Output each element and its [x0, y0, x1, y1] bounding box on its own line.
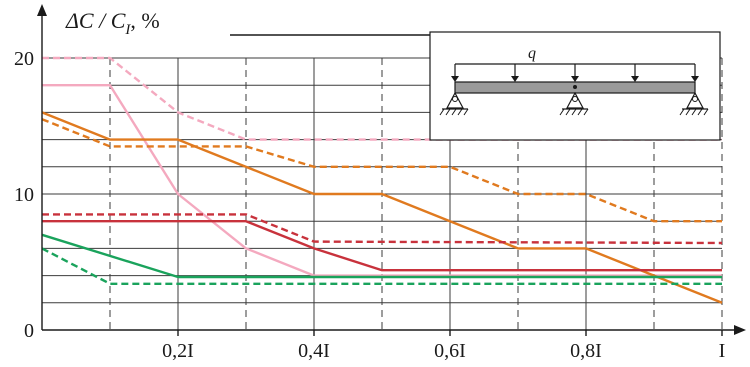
support-hatch: [679, 108, 709, 116]
y-axis-arrow: [37, 4, 47, 16]
axes: [37, 4, 746, 335]
chart-title: ΔC / CI, %: [60, 4, 430, 38]
load-label: q: [528, 45, 536, 62]
support-hinge: [692, 96, 698, 102]
x-axis-arrow: [734, 325, 746, 335]
y-tick-label: 20: [14, 48, 34, 70]
load-arrowhead: [451, 76, 459, 82]
series-line-8: [41, 247, 722, 285]
series-line-7: [41, 233, 722, 279]
title-delta-c: ΔC / C: [65, 8, 126, 33]
y-tick-label: 10: [14, 184, 34, 206]
series-line-6: [42, 219, 722, 272]
tick-labels: 0,2I 0,4I 0,6I 0,8I I 0 10 20: [14, 48, 725, 362]
support-hatch: [439, 108, 469, 116]
left-support: [439, 91, 469, 116]
title-background: [60, 4, 230, 34]
series-line-5: [42, 213, 723, 245]
right-support: [679, 91, 709, 116]
series-line-1: [42, 56, 722, 141]
x-tick-label: I: [719, 340, 726, 362]
middle-support: [559, 91, 589, 116]
x-tick-label: 0,2I: [162, 340, 194, 362]
title-text: ΔC / CI, %: [65, 8, 160, 38]
beam-midpoint: [573, 85, 577, 89]
support-hatch: [559, 108, 589, 116]
title-subscript: I: [124, 22, 131, 38]
load-arrowhead: [631, 76, 639, 82]
support-hinge: [452, 96, 458, 102]
series-line-3: [41, 111, 723, 304]
x-tick-label: 0,4I: [298, 340, 330, 362]
load-arrowhead: [511, 76, 519, 82]
y-tick-label: 0: [24, 320, 34, 342]
load-arrowhead: [571, 76, 579, 82]
series-line-4: [41, 118, 722, 223]
support-hinge: [572, 96, 578, 102]
load-arrows: [451, 64, 699, 82]
beam-diagram-inset: q: [429, 31, 721, 141]
load-arrowhead: [691, 76, 699, 82]
x-tick-label: 0,8I: [570, 340, 602, 362]
title-unit: , %: [130, 8, 159, 33]
series-layer: [41, 56, 723, 304]
x-tick-label: 0,6I: [434, 340, 466, 362]
